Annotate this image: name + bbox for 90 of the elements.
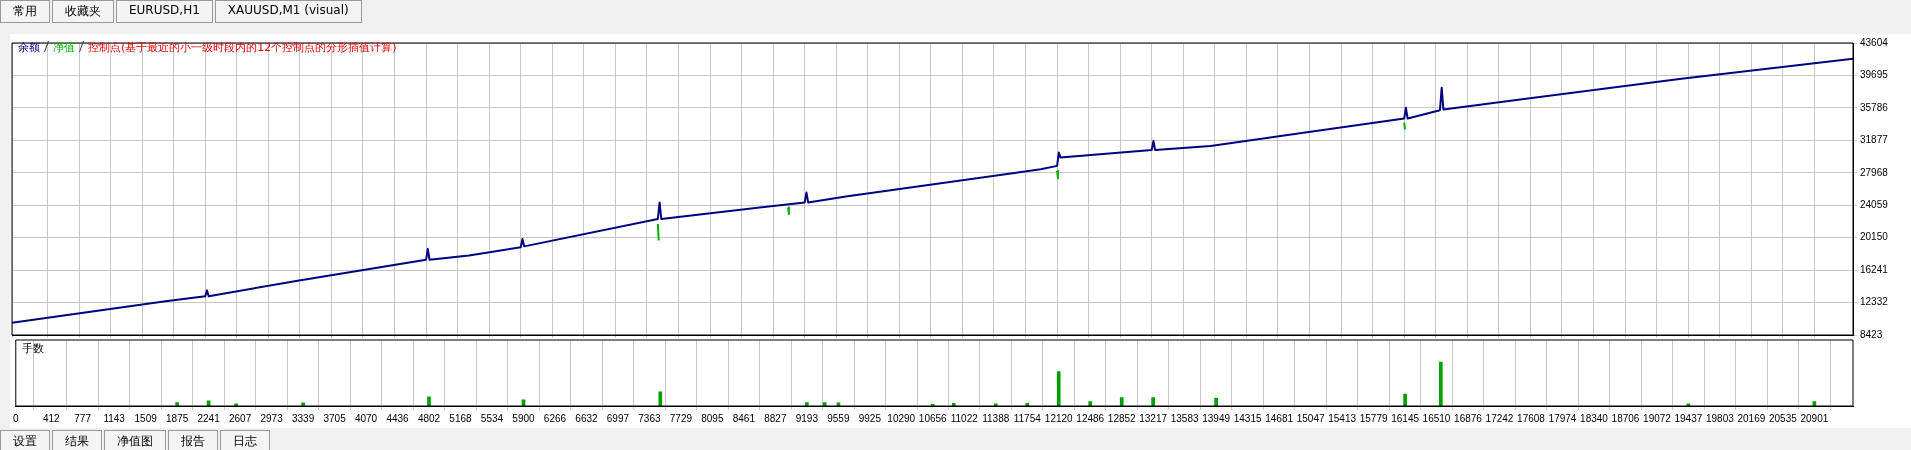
x-tick-label: 6266: [543, 412, 567, 424]
x-tick-label: 3705: [323, 412, 347, 424]
x-tick-label: 2607: [228, 412, 252, 424]
x-tick-label: 2241: [197, 412, 221, 424]
bar: [658, 391, 663, 406]
text: 设置: [0, 430, 50, 450]
x-tick-label: 412: [42, 412, 61, 424]
x-tick-label: 15779: [1359, 412, 1388, 424]
text: 常用: [0, 0, 50, 23]
x-tick-label: 777: [74, 412, 92, 424]
x-tick-label: 2973: [260, 412, 284, 424]
x-tick-label: 0: [13, 412, 19, 424]
x-tick-label: 7363: [638, 412, 661, 424]
annotation: 控制点(基于最近的小一级时段内的12个控制点的分形插值计算): [88, 41, 397, 54]
x-tick-label: 1875: [166, 412, 189, 424]
y-tick-label: 20150: [1860, 231, 1889, 243]
x-tick-label: 1143: [103, 412, 126, 424]
text: 结果: [52, 430, 102, 450]
bar: [1214, 397, 1218, 406]
bar: [1088, 401, 1093, 406]
x-tick-label: 11388: [982, 412, 1010, 424]
bar: [427, 396, 431, 406]
text: 净值图: [104, 430, 166, 450]
x-tick-label: 12852: [1107, 412, 1137, 424]
x-tick-label: 3339: [291, 412, 315, 424]
x-tick-label: 17974: [1548, 412, 1577, 424]
x-tick-label: 18706: [1611, 412, 1640, 424]
x-tick-label: 9925: [858, 412, 882, 424]
x-tick-label: 6997: [606, 412, 630, 424]
y-tick-label: 43604: [1860, 36, 1889, 48]
x-tick-label: 16876: [1454, 412, 1483, 424]
x-tick-label: 7729: [669, 412, 693, 424]
x-tick-label: 9559: [827, 412, 850, 424]
x-tick-label: 8461: [732, 412, 756, 424]
text: XAUUSD,M1 (visual): [214, 0, 362, 23]
x-tick-label: 6632: [575, 412, 599, 424]
x-tick-label: 18340: [1580, 412, 1609, 424]
x-tick-label: 5534: [480, 412, 504, 424]
x-tick-label: 5900: [512, 412, 536, 424]
bar: [1119, 397, 1124, 406]
x-tick-label: 13217: [1139, 412, 1168, 424]
x-tick-label: 12120: [1044, 412, 1074, 424]
chart-title: 手数: [21, 342, 44, 356]
x-tick-label: 19803: [1705, 412, 1735, 424]
x-tick-label: 9193: [795, 412, 819, 424]
y-tick-label: 16241: [1860, 263, 1889, 275]
x-tick-label: 4070: [354, 412, 378, 424]
x-tick-label: 16510: [1422, 412, 1451, 424]
text: EURUSD,H1: [116, 0, 213, 23]
x-tick-label: 1509: [134, 412, 158, 424]
x-tick-label: 11754: [1013, 412, 1042, 424]
x-tick-label: 20535: [1768, 412, 1798, 424]
bar: [1151, 397, 1155, 406]
x-tick-label: 19437: [1674, 412, 1703, 424]
text: 收藏夹: [52, 0, 114, 23]
x-tick-label: 12486: [1076, 412, 1105, 424]
x-tick-label: 10290: [887, 412, 916, 424]
x-tick-label: 17242: [1485, 412, 1514, 424]
x-tick-label: 14681: [1265, 412, 1294, 424]
bar: [1403, 393, 1407, 406]
x-tick-label: 13583: [1170, 412, 1199, 424]
y-tick-label: 35786: [1860, 101, 1889, 113]
x-tick-label: 20901: [1800, 412, 1829, 424]
x-tick-label: 15413: [1328, 412, 1357, 424]
bar: [1438, 361, 1443, 406]
x-tick-label: 17608: [1517, 412, 1546, 424]
x-tick-label: 5168: [449, 412, 473, 424]
text: 净值: [53, 41, 75, 54]
y-tick-label: 39695: [1860, 69, 1889, 81]
x-tick-label: 10656: [918, 412, 948, 424]
y-tick-label: 24059: [1860, 198, 1889, 210]
y-tick-label: 27968: [1860, 166, 1889, 178]
x-tick-label: 20169: [1737, 412, 1766, 424]
y-tick-label: 8423: [1860, 328, 1883, 340]
x-tick-label: 19072: [1643, 412, 1672, 424]
x-tick-label: 8827: [764, 412, 787, 424]
x-tick-label: 13949: [1202, 412, 1231, 424]
x-tick-label: 14315: [1233, 412, 1262, 424]
x-tick-label: 11022: [950, 412, 979, 424]
y-tick-label: 31877: [1860, 134, 1889, 146]
text: 报告: [168, 430, 218, 450]
y-tick-label: 12332: [1860, 296, 1889, 308]
text: 余额: [18, 41, 40, 54]
text: 日志: [220, 430, 270, 450]
x-tick-label: 15047: [1296, 412, 1325, 424]
x-tick-label: 4802: [417, 412, 441, 424]
x-tick-label: 4436: [386, 412, 410, 424]
bar: [1056, 371, 1061, 406]
x-tick-label: 8095: [701, 412, 724, 424]
x-tick-label: 16145: [1391, 412, 1420, 424]
